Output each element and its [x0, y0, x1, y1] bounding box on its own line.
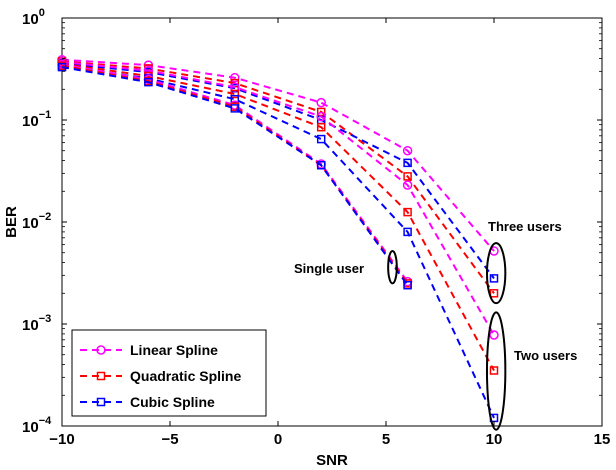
data-point	[57, 62, 67, 72]
y-tick-label: 10−1	[22, 109, 51, 130]
annotation-label: Two users	[514, 348, 577, 363]
annotation-ellipse	[485, 242, 507, 305]
legend: Linear Spline Quadratic Spline Cubic Splin…	[71, 329, 267, 417]
data-point	[230, 104, 240, 113]
data-point	[316, 122, 326, 132]
x-tick-label: −5	[161, 431, 178, 448]
series-line	[61, 61, 495, 336]
data-point	[403, 207, 412, 217]
x-tick-label: 5	[382, 431, 390, 448]
x-tick-label: 15	[594, 431, 611, 448]
data-point	[402, 180, 413, 190]
legend-entry: Linear Spline	[80, 342, 218, 358]
legend-marker	[96, 345, 106, 355]
y-axis-title: BER	[3, 206, 20, 238]
data-point	[402, 145, 413, 156]
data-point	[489, 366, 499, 375]
series-line	[61, 60, 495, 294]
annotation-layer: Three users Two users Single user	[294, 219, 577, 431]
data-point	[316, 107, 326, 117]
data-point	[403, 280, 412, 290]
series-line	[61, 62, 495, 371]
series-line	[61, 66, 409, 286]
x-axis-title: SNR	[316, 452, 348, 469]
y-tick-label: 10−4	[22, 415, 52, 436]
data-point	[316, 161, 326, 170]
data-point	[489, 289, 499, 298]
annotation-label: Three users	[488, 219, 562, 234]
legend-entry: Cubic Spline	[80, 394, 215, 410]
data-point	[489, 330, 499, 340]
x-tick-label: −10	[49, 431, 74, 448]
data-point	[316, 97, 326, 108]
data-point	[230, 89, 240, 99]
legend-label: Linear Spline	[130, 342, 218, 358]
y-tick-label: 10−3	[22, 313, 51, 334]
data-point	[403, 227, 412, 237]
series-single-user-cubic-spline	[57, 62, 412, 290]
series-line	[61, 58, 495, 252]
y-tick-label: 10−2	[22, 211, 51, 232]
legend-label: Cubic Spline	[130, 394, 215, 410]
y-tick-label: 100	[22, 7, 45, 28]
data-point	[403, 158, 412, 168]
data-point	[489, 274, 499, 283]
annotation-ellipse	[387, 249, 398, 285]
data-point	[144, 77, 153, 87]
data-point	[230, 72, 240, 83]
data-point	[316, 111, 326, 122]
annotation-label: Single user	[294, 261, 364, 276]
tick-layer: −10 −5 0 5 10 15 10−4 10−3 10−2 10−1 100	[22, 7, 610, 448]
data-point	[316, 134, 326, 144]
legend-label: Quadratic Spline	[130, 368, 241, 384]
series-layer	[57, 54, 499, 423]
data-point	[403, 172, 412, 181]
annotation-ellipse	[485, 311, 507, 431]
legend-marker	[96, 397, 106, 407]
x-tick-label: 0	[274, 431, 282, 448]
series-line	[61, 62, 495, 279]
legend-entry: Quadratic Spline	[80, 368, 241, 384]
x-tick-label: 10	[486, 431, 503, 448]
legend-marker	[96, 371, 106, 381]
